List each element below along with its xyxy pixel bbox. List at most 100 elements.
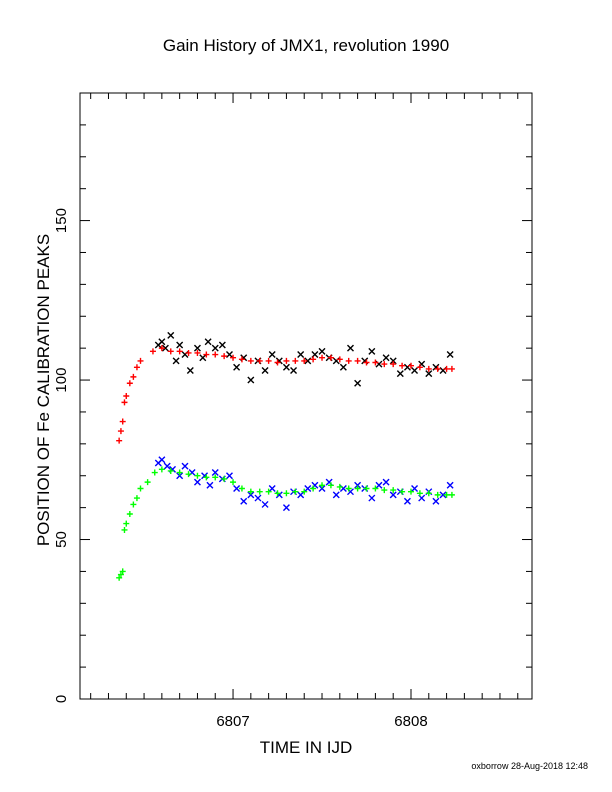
data-point — [381, 487, 388, 494]
data-point — [292, 357, 299, 364]
data-point — [336, 483, 343, 490]
data-point — [381, 361, 388, 368]
data-point — [390, 487, 397, 494]
data-point — [116, 574, 123, 581]
data-point — [203, 474, 210, 481]
data-point — [407, 488, 414, 495]
data-point — [247, 491, 255, 499]
data-point — [354, 481, 362, 489]
plot-frame — [79, 92, 533, 700]
data-point — [301, 357, 308, 364]
data-point — [176, 469, 183, 476]
data-point — [194, 349, 201, 356]
data-point — [254, 494, 262, 502]
data-point — [446, 481, 454, 489]
data-point — [149, 348, 156, 355]
data-point — [185, 349, 192, 356]
data-point — [133, 364, 140, 371]
data-point — [158, 456, 166, 464]
data-point — [443, 365, 450, 372]
y-tick-label: 100 — [53, 368, 70, 393]
data-point — [158, 345, 165, 352]
data-point — [181, 462, 189, 470]
data-point — [212, 351, 219, 358]
data-point — [158, 466, 165, 473]
data-point — [137, 485, 144, 492]
data-point — [327, 482, 334, 489]
data-point — [372, 485, 379, 492]
data-point — [116, 437, 123, 444]
data-point — [194, 472, 201, 479]
data-point — [363, 485, 370, 492]
y-tick-label: 150 — [53, 208, 70, 233]
data-point — [290, 366, 298, 374]
data-point — [282, 363, 290, 371]
data-point — [375, 481, 383, 489]
data-point — [256, 488, 263, 495]
data-point — [193, 478, 201, 486]
y-axis-label: POSITION OF Fe CALIBRATION PEAKS — [34, 233, 53, 547]
data-point — [283, 490, 290, 497]
data-point — [368, 347, 376, 355]
data-point — [382, 478, 390, 486]
series-2 — [116, 345, 455, 444]
data-point — [297, 351, 305, 359]
data-point — [119, 418, 126, 425]
data-point — [211, 469, 219, 477]
data-point — [123, 393, 130, 399]
data-point — [121, 526, 128, 533]
data-point — [319, 354, 326, 361]
data-point — [411, 485, 419, 492]
data-point — [256, 357, 263, 364]
data-point — [158, 338, 166, 346]
data-point — [221, 475, 228, 482]
data-point — [172, 357, 180, 365]
data-point — [137, 357, 144, 364]
chart-title: Gain History of JMX1, revolution 1990 — [162, 36, 450, 55]
series-1 — [154, 456, 454, 512]
data-point — [446, 351, 454, 359]
data-point — [167, 331, 175, 339]
data-point — [199, 354, 207, 362]
x-tick-label: 6808 — [394, 713, 427, 730]
data-point — [261, 500, 269, 508]
data-point — [332, 491, 340, 499]
data-point — [233, 363, 241, 371]
data-point — [133, 495, 140, 502]
data-point — [230, 479, 237, 486]
data-point — [372, 359, 379, 366]
data-point — [117, 428, 124, 435]
data-point — [318, 347, 326, 355]
data-point — [390, 361, 397, 368]
y-tick-label: 0 — [53, 695, 70, 703]
data-point — [167, 348, 174, 355]
data-point — [203, 351, 210, 358]
data-point — [354, 357, 361, 364]
data-point — [448, 365, 455, 372]
data-point — [167, 467, 174, 474]
data-point — [274, 490, 281, 497]
data-point — [319, 482, 326, 489]
data-point — [274, 359, 281, 366]
data-point — [212, 474, 219, 481]
data-point — [247, 376, 255, 384]
data-point — [354, 379, 362, 387]
data-point — [345, 485, 352, 492]
data-point — [268, 351, 276, 359]
data-point — [144, 479, 151, 486]
data-point — [432, 497, 440, 505]
data-point — [233, 485, 241, 492]
data-point — [416, 364, 423, 371]
data-point — [304, 485, 312, 492]
data-point — [185, 471, 192, 478]
data-point — [292, 488, 299, 495]
data-point — [336, 356, 343, 363]
data-point — [425, 365, 432, 372]
data-point — [230, 354, 237, 361]
data-point — [163, 462, 171, 470]
data-point — [186, 366, 194, 374]
data-point — [304, 357, 312, 365]
data-point — [297, 491, 305, 499]
data-point — [126, 511, 133, 518]
